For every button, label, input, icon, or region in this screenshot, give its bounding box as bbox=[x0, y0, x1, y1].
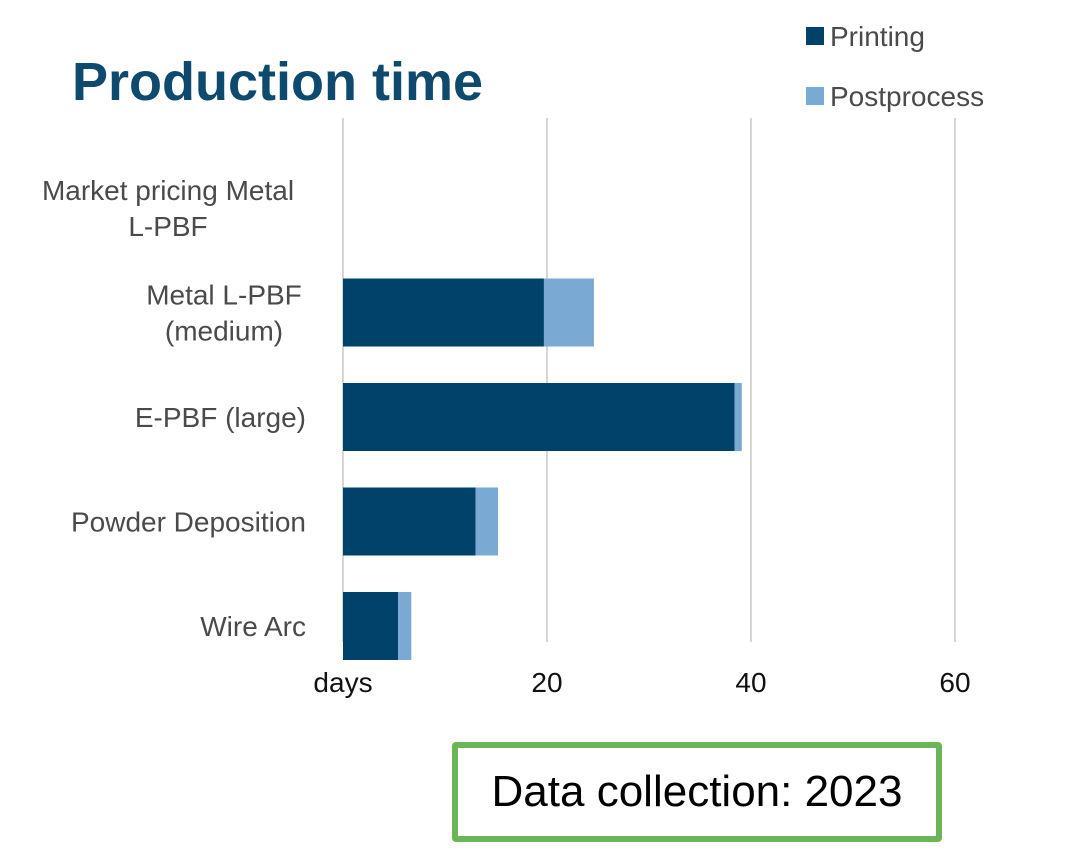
data-collection-note: Data collection: 2023 bbox=[452, 742, 942, 842]
bars bbox=[343, 278, 742, 660]
bar-printing-2 bbox=[343, 383, 735, 451]
category-label: Metal L-PBF (medium) bbox=[146, 280, 302, 347]
legend-label-printing: Printing bbox=[830, 21, 925, 52]
gridlines bbox=[342, 118, 956, 642]
bar-postprocess-3 bbox=[475, 487, 499, 556]
x-tick-label: 40 bbox=[735, 667, 766, 698]
x-tick-labels: days 20 40 60 bbox=[313, 667, 970, 698]
legend-swatch-printing bbox=[806, 27, 824, 45]
bar-postprocess-2 bbox=[734, 383, 742, 451]
data-collection-text: Data collection: 2023 bbox=[491, 767, 903, 816]
category-label: E-PBF (large) bbox=[135, 402, 306, 433]
chart-title: Production time bbox=[72, 52, 483, 112]
legend: Printing Postprocess bbox=[806, 21, 984, 112]
bar-printing-4 bbox=[343, 592, 399, 660]
x-tick-label: 20 bbox=[531, 667, 562, 698]
legend-label-postprocess: Postprocess bbox=[830, 81, 984, 112]
x-tick-label: days bbox=[313, 667, 372, 698]
production-time-chart: Production time Market pricing Metal L-PB… bbox=[42, 21, 984, 698]
category-labels: Market pricing Metal L-PBF Metal L-PBF (med… bbox=[42, 175, 306, 642]
category-label: Wire Arc bbox=[200, 611, 306, 642]
bar-postprocess-4 bbox=[398, 592, 412, 660]
category-label: Powder Deposition bbox=[71, 507, 306, 538]
category-label: Market pricing Metal L-PBF bbox=[42, 175, 294, 242]
bar-printing-3 bbox=[343, 487, 476, 556]
bar-printing-1 bbox=[343, 278, 544, 347]
legend-swatch-postprocess bbox=[806, 87, 824, 105]
x-tick-label: 60 bbox=[939, 667, 970, 698]
bar-postprocess-1 bbox=[543, 278, 594, 347]
